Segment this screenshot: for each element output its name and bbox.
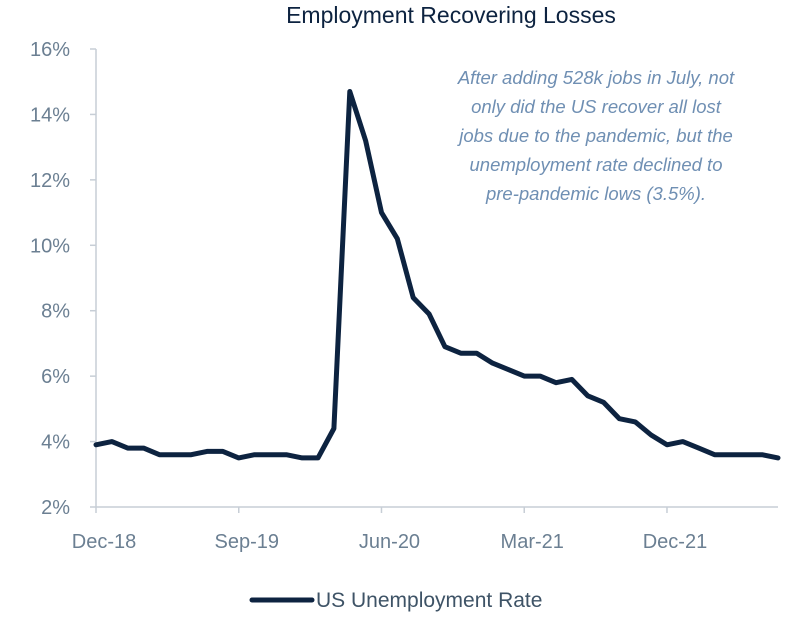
legend: US Unemployment Rate bbox=[249, 589, 542, 612]
y-tick-label: 10% bbox=[30, 235, 70, 257]
x-tick-label: Dec-18 bbox=[72, 531, 136, 553]
y-tick-label: 6% bbox=[41, 366, 70, 388]
annotation-line: After adding 528k jobs in July, not bbox=[457, 67, 735, 88]
annotation-line: pre-pandemic lows (3.5%). bbox=[485, 183, 706, 204]
y-tick-label: 16% bbox=[30, 39, 70, 61]
annotation: After adding 528k jobs in July, not only … bbox=[456, 67, 735, 204]
annotation-line: jobs due to the pandemic, but the bbox=[456, 125, 733, 146]
y-tick-label: 14% bbox=[30, 104, 70, 126]
y-tick-label: 12% bbox=[30, 170, 70, 192]
x-tick-label: Sep-19 bbox=[214, 531, 279, 553]
y-tick-label: 2% bbox=[41, 497, 70, 519]
series-line-us-unemployment-rate bbox=[93, 89, 781, 461]
legend-label: US Unemployment Rate bbox=[316, 589, 542, 612]
x-tick-label: Mar-21 bbox=[501, 531, 564, 553]
annotation-line: unemployment rate declined to bbox=[470, 154, 723, 175]
x-tick-label: Jun-20 bbox=[359, 531, 420, 553]
chart-title: Employment Recovering Losses bbox=[286, 2, 616, 28]
y-axis-ticks: 2% 4% 6% 8% 10% 12% 14% 16% bbox=[30, 39, 96, 519]
x-tick-label: Dec-21 bbox=[643, 531, 707, 553]
annotation-line: only did the US recover all lost bbox=[471, 96, 722, 117]
y-tick-label: 4% bbox=[41, 432, 70, 454]
x-axis-ticks: Dec-18 Sep-19 Jun-20 Mar-21 Dec-21 bbox=[72, 507, 707, 553]
y-tick-label: 8% bbox=[41, 301, 70, 323]
